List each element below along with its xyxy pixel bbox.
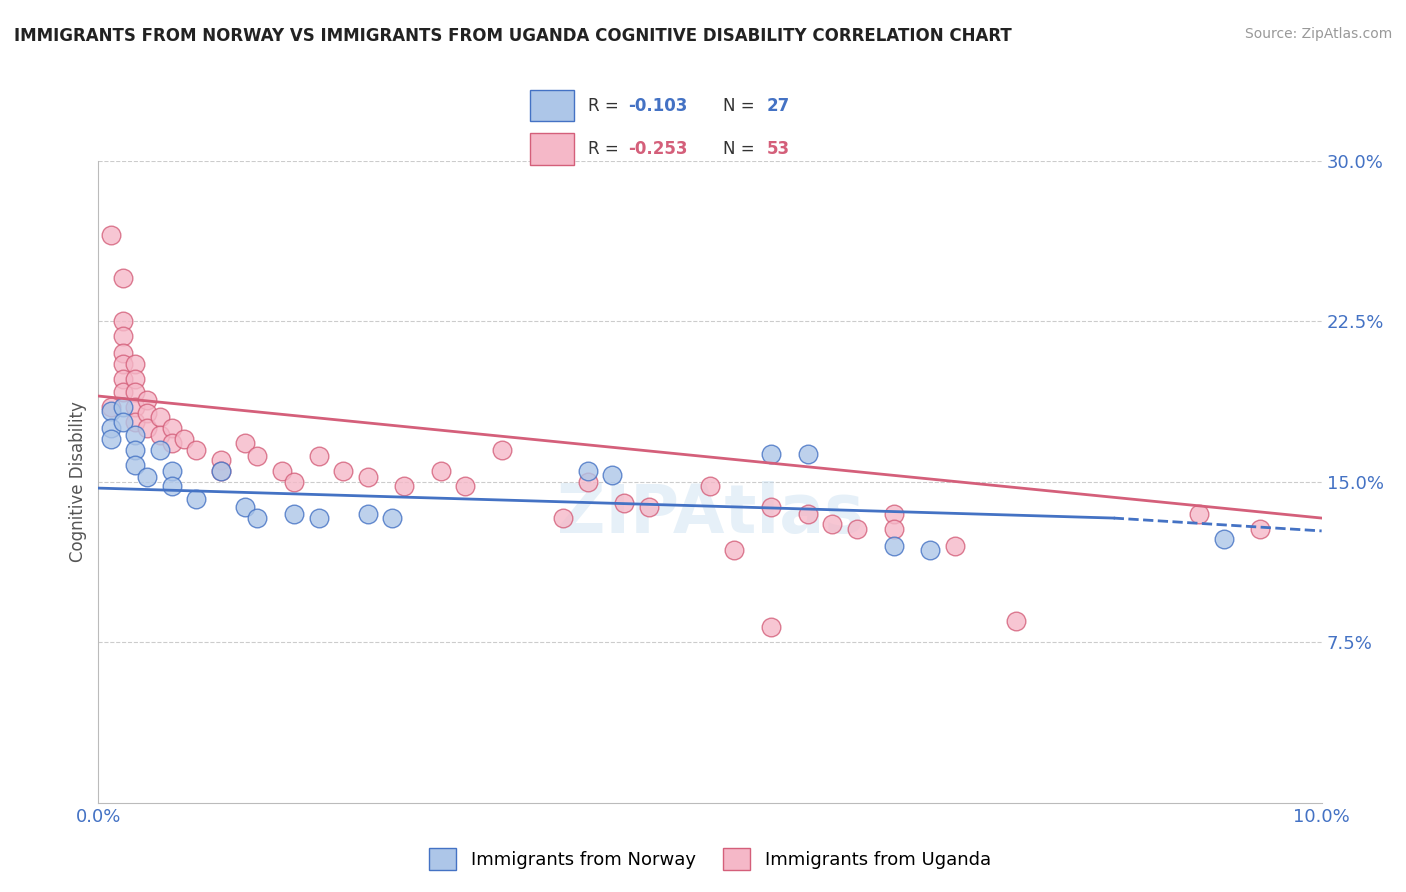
Point	[186, 491, 208, 506]
Point	[920, 543, 942, 558]
Point	[270, 464, 292, 478]
Point	[283, 475, 305, 489]
Point	[613, 496, 636, 510]
Text: ZIPAtlas: ZIPAtlas	[557, 481, 863, 547]
Point	[883, 507, 905, 521]
Point	[883, 539, 905, 553]
Point	[111, 372, 134, 386]
Point	[124, 415, 146, 429]
Point	[233, 500, 256, 515]
Point	[723, 543, 745, 558]
Text: 53: 53	[766, 140, 790, 158]
Point	[173, 432, 195, 446]
Point	[160, 436, 183, 450]
Point	[100, 404, 122, 418]
Point	[392, 479, 416, 493]
Point	[124, 372, 146, 386]
Point	[209, 464, 232, 478]
Point	[100, 432, 122, 446]
Text: N =: N =	[723, 96, 759, 114]
Point	[332, 464, 354, 478]
Point	[124, 442, 146, 457]
Point	[160, 464, 183, 478]
Text: -0.253: -0.253	[628, 140, 688, 158]
Point	[430, 464, 453, 478]
Point	[943, 539, 966, 553]
Point	[576, 475, 599, 489]
Point	[136, 393, 159, 408]
Point	[699, 479, 721, 493]
Point	[186, 442, 208, 457]
Point	[1188, 507, 1211, 521]
Point	[821, 517, 844, 532]
Point	[209, 464, 232, 478]
Point	[454, 479, 477, 493]
Point	[136, 470, 159, 484]
Point	[100, 421, 122, 435]
Point	[136, 421, 159, 435]
Point	[553, 511, 575, 525]
Point	[1212, 533, 1234, 547]
Point	[124, 384, 146, 399]
Point	[124, 458, 146, 472]
Point	[1249, 522, 1271, 536]
Point	[149, 410, 172, 425]
Text: -0.103: -0.103	[628, 96, 688, 114]
Point	[100, 400, 122, 414]
Text: N =: N =	[723, 140, 759, 158]
Point	[283, 507, 305, 521]
Point	[491, 442, 513, 457]
Point	[111, 384, 134, 399]
Point	[797, 507, 820, 521]
Point	[111, 357, 134, 371]
Point	[124, 357, 146, 371]
Point	[759, 620, 782, 634]
Point	[111, 271, 134, 285]
Point	[600, 468, 623, 483]
Point	[759, 500, 782, 515]
Point	[356, 507, 378, 521]
Point	[759, 447, 782, 461]
Text: 27: 27	[766, 96, 790, 114]
Point	[308, 511, 330, 525]
Point	[381, 511, 404, 525]
Point	[797, 447, 820, 461]
Text: R =: R =	[588, 96, 624, 114]
Bar	[530, 89, 574, 121]
Legend: Immigrants from Norway, Immigrants from Uganda: Immigrants from Norway, Immigrants from …	[422, 841, 998, 877]
Point	[111, 346, 134, 360]
Point	[160, 479, 183, 493]
Point	[308, 449, 330, 463]
Y-axis label: Cognitive Disability: Cognitive Disability	[69, 401, 87, 562]
Point	[1004, 614, 1026, 628]
Point	[160, 421, 183, 435]
Point	[100, 228, 122, 243]
Point	[149, 442, 172, 457]
Point	[845, 522, 868, 536]
Text: Source: ZipAtlas.com: Source: ZipAtlas.com	[1244, 27, 1392, 41]
Point	[111, 329, 134, 343]
Point	[246, 449, 269, 463]
Point	[209, 453, 232, 467]
Point	[124, 400, 146, 414]
Bar	[530, 133, 574, 164]
Point	[233, 436, 256, 450]
Text: IMMIGRANTS FROM NORWAY VS IMMIGRANTS FROM UGANDA COGNITIVE DISABILITY CORRELATIO: IMMIGRANTS FROM NORWAY VS IMMIGRANTS FRO…	[14, 27, 1012, 45]
Point	[149, 427, 172, 442]
Point	[356, 470, 378, 484]
Point	[246, 511, 269, 525]
Point	[637, 500, 661, 515]
Point	[111, 400, 134, 414]
Text: R =: R =	[588, 140, 624, 158]
Point	[576, 464, 599, 478]
Point	[111, 314, 134, 328]
Point	[883, 522, 905, 536]
Point	[124, 427, 146, 442]
Point	[111, 415, 134, 429]
Point	[136, 406, 159, 420]
